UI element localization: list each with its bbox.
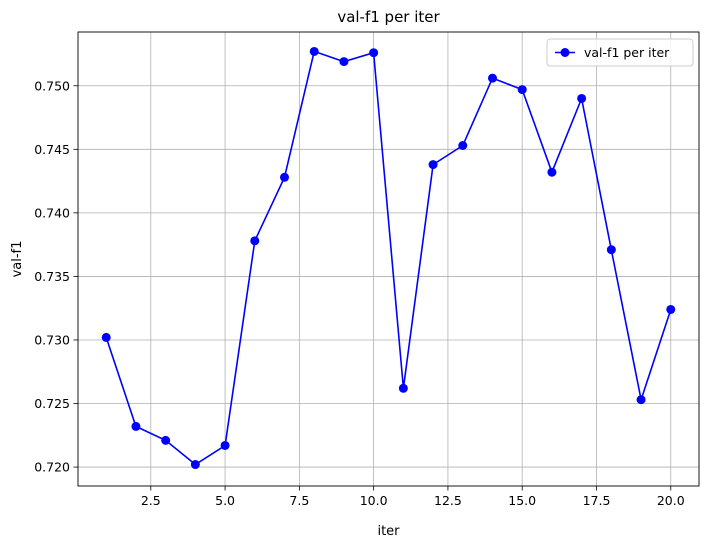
data-point: [577, 93, 587, 103]
y-tick-label: 0.740: [34, 205, 70, 220]
data-point: [339, 57, 349, 67]
data-point: [131, 421, 141, 431]
data-point: [101, 332, 111, 342]
x-tick-label: 12.5: [434, 493, 462, 508]
y-axis-label: val-f1: [10, 241, 25, 278]
chart-title: val-f1 per iter: [337, 8, 440, 26]
data-point: [636, 395, 646, 405]
data-point: [547, 167, 557, 177]
data-point: [369, 48, 379, 58]
y-tick-label: 0.730: [34, 332, 70, 347]
data-point: [280, 172, 290, 182]
y-tick-label: 0.725: [34, 396, 70, 411]
data-point: [190, 460, 200, 470]
x-axis-ticks: 2.5 5.0 7.5 10.0 12.5 15.0 17.5 20.0: [141, 486, 685, 508]
data-point: [161, 435, 171, 445]
data-point: [309, 46, 319, 56]
x-tick-label: 20.0: [657, 493, 685, 508]
data-point: [666, 304, 676, 314]
x-tick-label: 10.0: [360, 493, 388, 508]
data-point: [487, 73, 497, 83]
y-tick-label: 0.750: [34, 78, 70, 93]
x-tick-label: 2.5: [141, 493, 161, 508]
y-tick-label: 0.745: [34, 142, 70, 157]
series-line: [105, 50, 672, 466]
legend-marker-swatch: [560, 48, 570, 57]
data-point: [428, 160, 438, 170]
grid: [78, 32, 699, 486]
data-point: [250, 236, 260, 246]
data-point: [398, 383, 408, 393]
x-axis-label: iter: [377, 524, 400, 539]
x-tick-label: 17.5: [583, 493, 611, 508]
series-layer: [101, 46, 676, 470]
data-point: [606, 245, 616, 255]
data-point: [458, 141, 468, 150]
x-tick-label: 7.5: [289, 493, 309, 508]
x-tick-label: 15.0: [508, 493, 536, 508]
y-axis-ticks: 0.720 0.725 0.730 0.735 0.740 0.745 0.750: [34, 78, 78, 475]
y-tick-label: 0.720: [34, 460, 70, 475]
plot-frame: [77, 31, 700, 487]
legend: val-f1 per iter: [546, 38, 694, 67]
x-tick-label: 5.0: [215, 493, 235, 508]
legend-label: val-f1 per iter: [584, 45, 670, 60]
y-tick-label: 0.735: [34, 269, 70, 284]
legend-box: [546, 38, 694, 67]
data-point: [517, 85, 527, 95]
data-point: [220, 440, 230, 450]
